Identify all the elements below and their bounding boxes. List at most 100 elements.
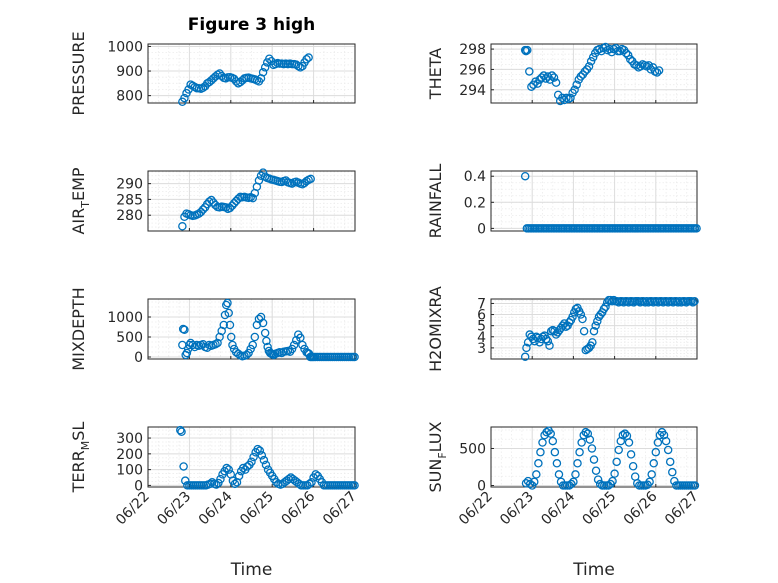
data-point xyxy=(294,479,304,489)
y-tick-label: 3 xyxy=(477,341,486,357)
y-tick-label: 500 xyxy=(459,441,486,457)
data-point xyxy=(551,78,561,87)
data-point xyxy=(258,168,268,177)
data-point xyxy=(177,427,186,436)
data-point xyxy=(534,459,543,468)
data-point xyxy=(306,174,315,184)
data-point xyxy=(586,57,596,66)
x-tick-label: 06/23 xyxy=(497,489,537,529)
data-point xyxy=(538,438,547,447)
data-point xyxy=(179,462,188,471)
data-point xyxy=(591,321,600,330)
y-tick-label: 6 xyxy=(477,308,486,324)
pressure-series xyxy=(178,53,313,107)
data-point xyxy=(610,469,619,478)
data-point xyxy=(287,179,297,188)
data-point xyxy=(205,197,214,206)
data-point xyxy=(576,72,586,81)
data-point xyxy=(287,344,297,354)
y-tick-label: 500 xyxy=(116,330,143,346)
x-tick-label: 06/24 xyxy=(196,488,236,528)
data-point xyxy=(231,77,241,86)
data-point xyxy=(224,465,233,474)
data-point xyxy=(548,436,558,446)
data-point xyxy=(212,480,221,489)
data-point xyxy=(244,348,253,358)
data-point xyxy=(593,316,602,326)
data-point xyxy=(601,302,610,312)
figure-title: Figure 3 high xyxy=(188,15,316,35)
data-point xyxy=(654,66,664,75)
y-axis-label: MIXDEPTH xyxy=(69,287,88,370)
y-tick-label: 800 xyxy=(116,89,143,105)
y-axis-label: SUNFLUX xyxy=(426,421,449,492)
h2omixra-series xyxy=(520,295,699,362)
data-point xyxy=(205,479,215,489)
data-point xyxy=(591,466,601,475)
data-point xyxy=(569,477,578,487)
data-point xyxy=(545,341,554,350)
data-point xyxy=(663,445,673,455)
data-point xyxy=(588,338,597,347)
data-point xyxy=(572,80,581,89)
data-point xyxy=(302,54,311,64)
data-point xyxy=(523,45,532,55)
y-axis-label: H2OMIXRA xyxy=(426,286,445,372)
mixdepth-series xyxy=(178,298,359,362)
data-point xyxy=(533,79,542,88)
data-point xyxy=(248,340,257,350)
data-point xyxy=(688,298,698,307)
mixdepth-axes-box xyxy=(147,298,356,360)
h2omixra-axes-box xyxy=(490,298,698,360)
data-point xyxy=(176,425,185,435)
data-point xyxy=(651,447,661,457)
terrmsl-series xyxy=(176,425,359,490)
airtemp-axes-box xyxy=(147,170,356,232)
data-point xyxy=(661,436,671,446)
y-tick-label: 200 xyxy=(116,447,143,463)
y-axis-label: AIRTEMP xyxy=(69,167,92,234)
data-point xyxy=(248,193,257,203)
data-point xyxy=(520,352,530,362)
data-point xyxy=(577,438,586,447)
y-tick-label: 0 xyxy=(134,478,143,494)
x-tick-label: 06/26 xyxy=(279,488,319,528)
data-point xyxy=(227,201,237,210)
data-point xyxy=(219,320,229,330)
y-tick-label: 4 xyxy=(477,330,486,346)
data-point xyxy=(620,429,630,438)
data-point xyxy=(224,308,233,318)
data-point xyxy=(644,61,654,70)
data-point xyxy=(525,67,534,76)
data-point xyxy=(180,325,189,335)
data-point xyxy=(649,459,658,468)
data-point xyxy=(576,310,586,319)
data-point xyxy=(690,296,699,306)
data-point xyxy=(584,62,594,71)
data-point xyxy=(223,298,232,308)
data-point xyxy=(520,171,530,181)
y-tick-label: 0.4 xyxy=(464,169,486,185)
data-point xyxy=(589,455,599,464)
y-tick-label: 298 xyxy=(459,42,486,58)
data-point xyxy=(531,77,540,86)
data-point xyxy=(554,470,564,479)
data-point xyxy=(568,312,577,322)
data-point xyxy=(546,429,555,438)
data-point xyxy=(585,435,595,444)
x-tick-label: 06/23 xyxy=(154,489,194,529)
data-point xyxy=(272,478,281,487)
data-point xyxy=(249,452,258,462)
data-point xyxy=(180,93,189,103)
data-point xyxy=(307,478,316,487)
data-point xyxy=(645,477,654,487)
y-tick-label: 0 xyxy=(477,479,486,495)
data-point xyxy=(624,438,634,447)
data-point xyxy=(246,344,255,354)
data-point xyxy=(690,481,700,490)
terrmsl-plot-area xyxy=(147,426,356,488)
theta-series xyxy=(520,42,664,106)
data-point xyxy=(595,479,605,489)
